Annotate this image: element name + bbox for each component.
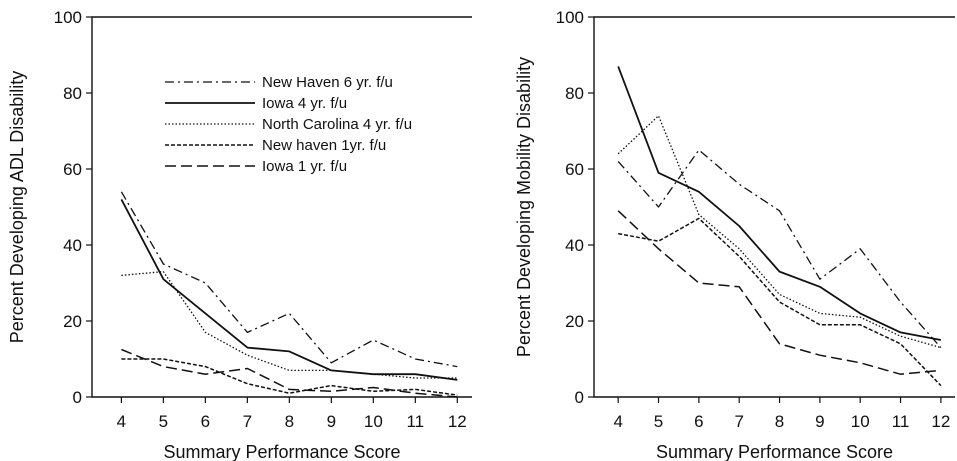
- axes-frame: [91, 16, 472, 398]
- series-line-3: [617, 115, 942, 349]
- series-line-2: [617, 66, 942, 341]
- y-tick-label: 40: [565, 236, 584, 255]
- x-tick-label: 9: [815, 412, 824, 431]
- y-tick-label: 40: [63, 236, 82, 255]
- legend-label-4: New haven 1yr. f/u: [262, 137, 386, 154]
- x-tick-label: 8: [285, 412, 294, 431]
- x-tick-label: 12: [448, 412, 467, 431]
- series-lines: [120, 191, 458, 398]
- series-line-5: [617, 210, 941, 375]
- y-tick-label: 60: [63, 160, 82, 179]
- y-tick-label: 80: [565, 84, 584, 103]
- y-tick-label: 20: [565, 312, 584, 331]
- legend-label-1: New Haven 6 yr. f/u: [262, 74, 393, 91]
- x-tick-label: 4: [117, 412, 126, 431]
- x-tick-label: 5: [654, 412, 663, 431]
- y-tick-label: 0: [73, 388, 82, 407]
- x-axis-title: Summary Performance Score: [656, 442, 893, 461]
- legend-label-2: Iowa 4 yr. f/u: [262, 95, 347, 112]
- axes: 0 20 40 60 80 100 4 5 6 7 8 9 10 11 12 Summary Performa…: [514, 8, 955, 461]
- x-tick-label: 12: [931, 412, 950, 431]
- axes: 0 20 40 60 80 100 4 5 6 7 8 9 10 11 12 Summary Performa…: [7, 8, 472, 461]
- y-tick-label: 60: [565, 160, 584, 179]
- x-tick-label: 11: [892, 412, 910, 431]
- legend: New Haven 6 yr. f/u Iowa 4 yr. f/u North C…: [165, 74, 412, 175]
- y-tick-label: 20: [63, 312, 82, 331]
- y-axis-title: Percent Developing Mobility Disability: [514, 57, 534, 357]
- legend-label-3: North Carolina 4 yr. f/u: [262, 116, 412, 133]
- y-axis-title: Percent Developing ADL Disability: [7, 71, 27, 343]
- y-tick-label: 80: [63, 84, 82, 103]
- x-tick-label: 7: [734, 412, 743, 431]
- series-line-5: [121, 348, 458, 398]
- x-tick-label: 5: [159, 412, 168, 431]
- series-line-1: [617, 149, 942, 349]
- x-tick-label: 10: [851, 412, 870, 431]
- x-axis-title: Summary Performance Score: [163, 442, 400, 461]
- series-line-1: [120, 191, 458, 368]
- y-tick-label: 0: [575, 388, 584, 407]
- x-tick-label: 10: [364, 412, 383, 431]
- x-tick-label: 6: [694, 412, 703, 431]
- axes-frame: [593, 16, 955, 398]
- chart-panel-mobility: 0 20 40 60 80 100 4 5 6 7 8 9 10 11 12 Summary Performa…: [514, 8, 955, 461]
- series-line-4: [121, 358, 458, 396]
- x-tick-label: 8: [775, 412, 784, 431]
- x-tick-label: 4: [613, 412, 622, 431]
- y-tick-label: 100: [556, 8, 584, 27]
- series-lines: [617, 66, 942, 387]
- chart-panel-adl: 0 20 40 60 80 100 4 5 6 7 8 9 10 11 12 Summary Performa…: [7, 8, 472, 461]
- series-line-2: [120, 198, 458, 381]
- series-line-3: [121, 270, 458, 379]
- legend-label-5: Iowa 1 yr. f/u: [262, 158, 347, 175]
- x-tick-label: 6: [201, 412, 210, 431]
- series-line-4: [618, 217, 942, 387]
- y-tick-label: 100: [54, 8, 82, 27]
- x-tick-label: 9: [327, 412, 336, 431]
- x-tick-label: 11: [406, 412, 424, 431]
- x-tick-label: 7: [243, 412, 252, 431]
